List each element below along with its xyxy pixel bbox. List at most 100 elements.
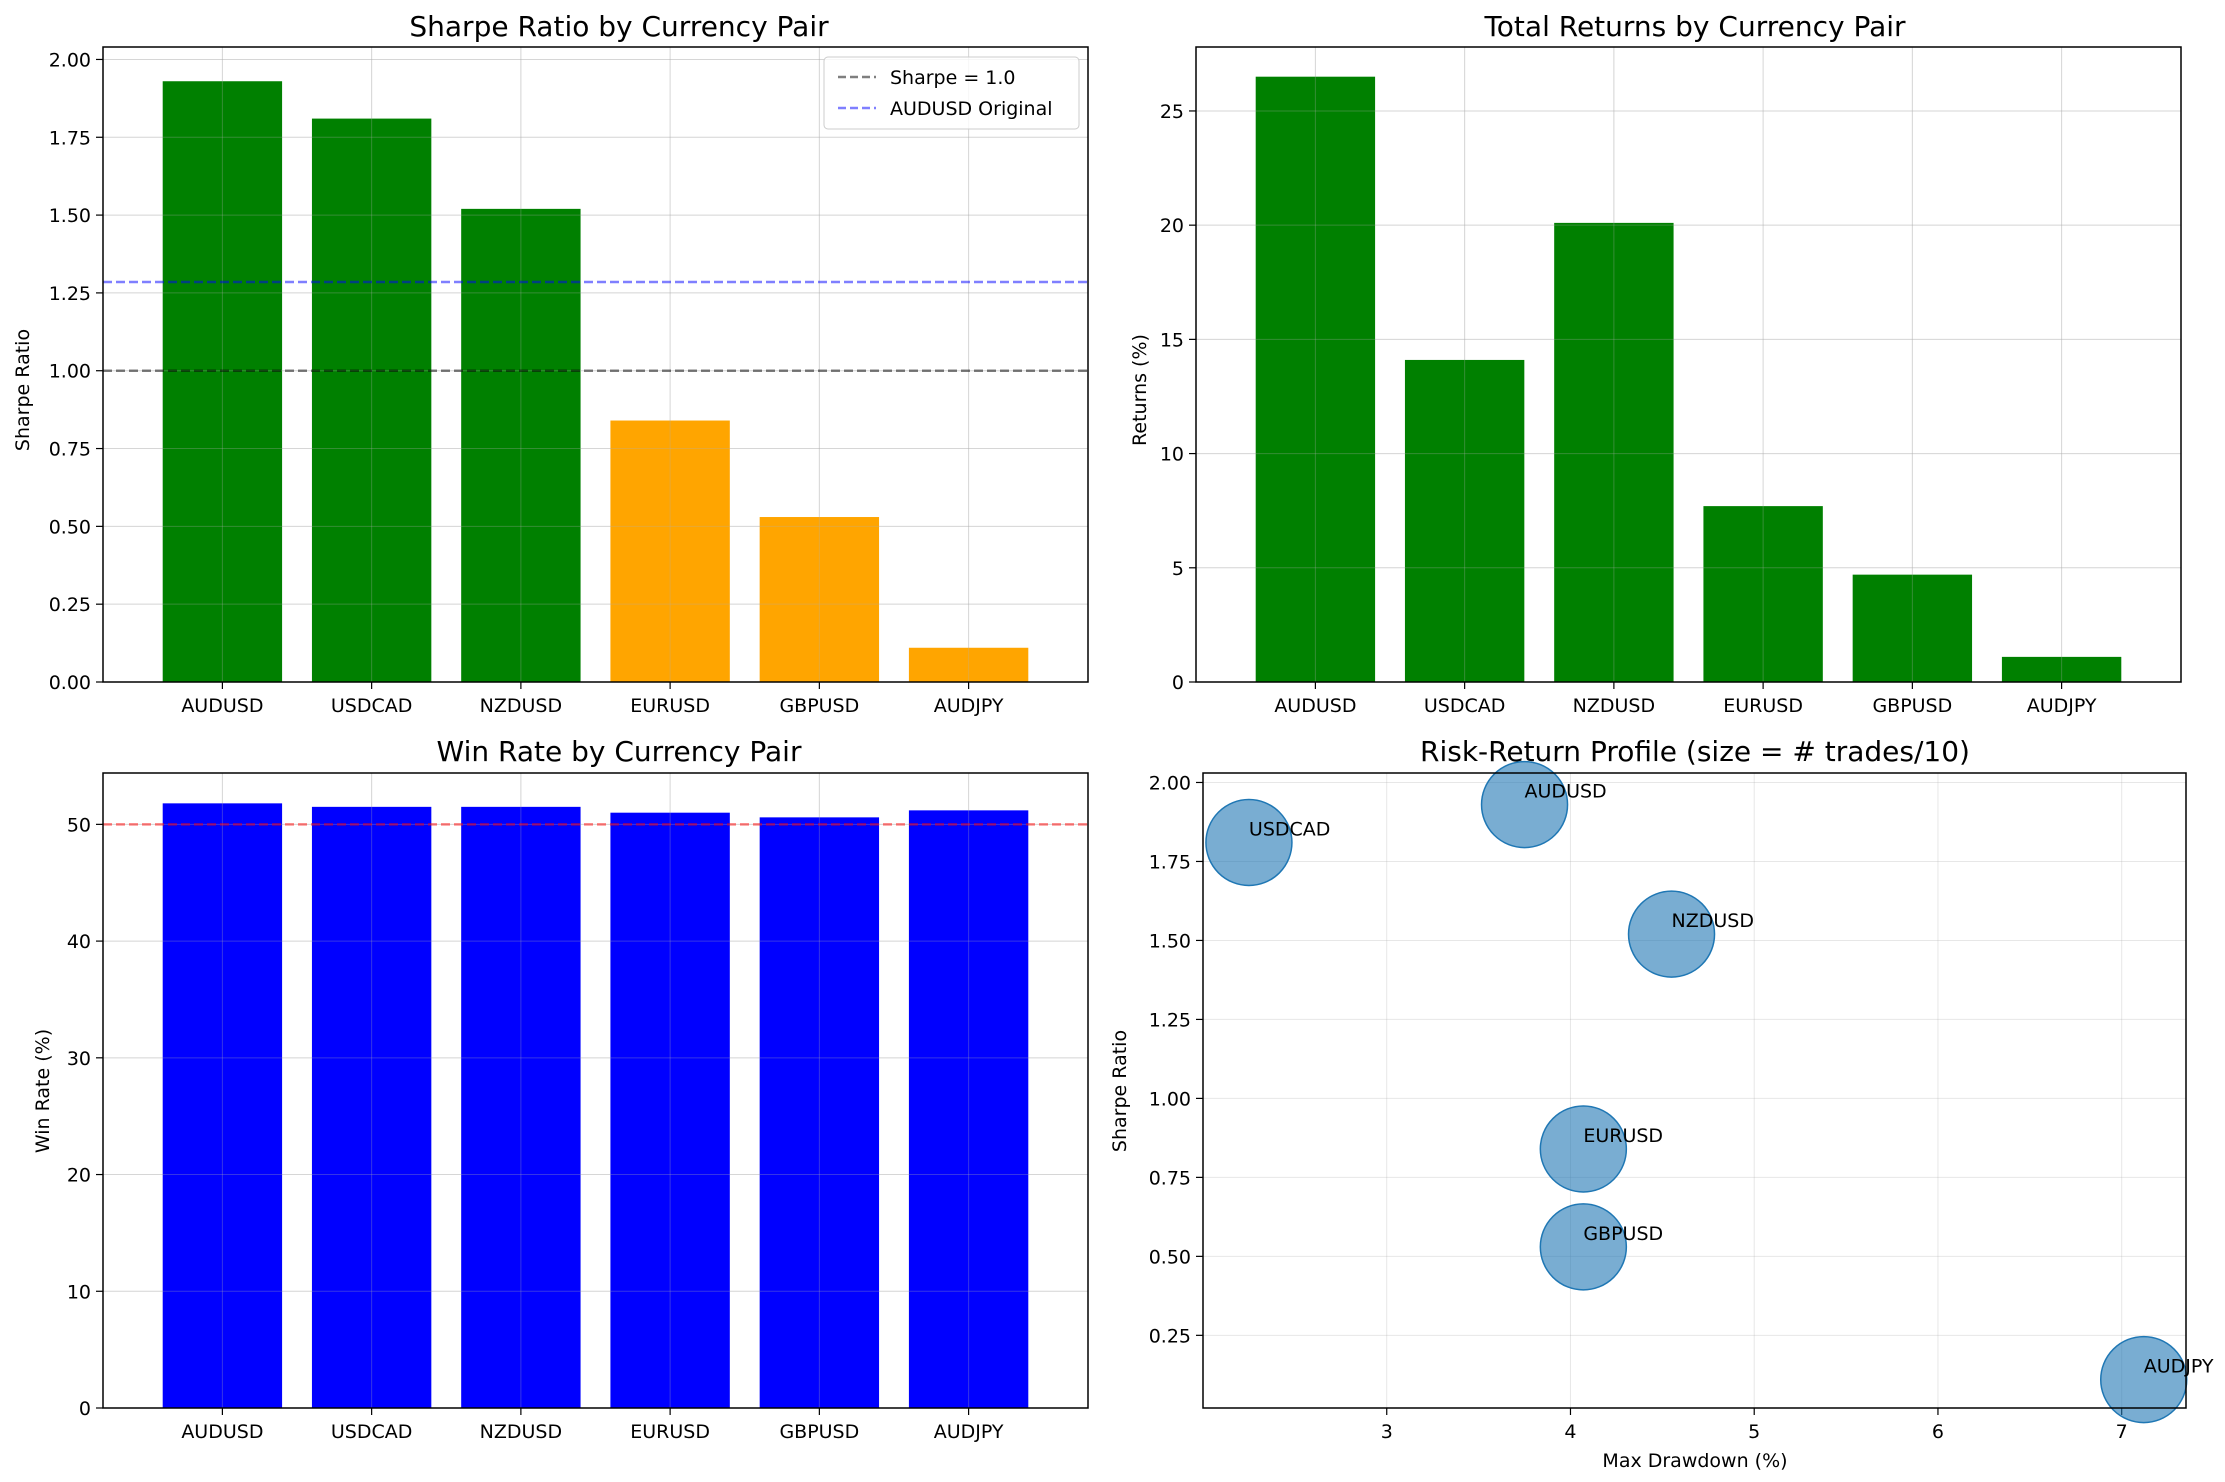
- panel-risk-return: Risk-Return Profile (size = # trades/10)…: [1109, 735, 1970, 1472]
- bar-usdcad: [311, 806, 432, 1408]
- y-tick-label: 30: [67, 1048, 91, 1070]
- bar-usdcad: [311, 118, 432, 682]
- y-axis-label: Sharpe Ratio: [1109, 1030, 1131, 1152]
- panel-title: Risk-Return Profile (size = # trades/10): [1420, 735, 1970, 768]
- axes-frame: [102, 46, 1089, 683]
- panel-title: Win Rate by Currency Pair: [437, 735, 802, 768]
- panel-title: Total Returns by Currency Pair: [1483, 10, 1906, 43]
- y-tick-label: 0.00: [49, 672, 91, 694]
- point-label: AUDUSD: [1525, 781, 1607, 803]
- bar-nzdusd: [461, 208, 581, 683]
- panel-total-returns: Total Returns by Currency Pair Returns (…: [1129, 10, 1906, 446]
- y-tick-label: 0.25: [1149, 1325, 1191, 1347]
- x-tick-label: NZDUSD: [480, 695, 562, 717]
- x-tick-label: AUDUSD: [1274, 695, 1356, 717]
- y-tick-label: 1.50: [49, 205, 91, 227]
- y-tick-label: 0.75: [1149, 1167, 1191, 1189]
- point-label: GBPUSD: [1583, 1223, 1663, 1245]
- x-tick-label: USDCAD: [331, 1421, 413, 1443]
- bar-nzdusd: [461, 806, 581, 1408]
- y-tick-label: 50: [67, 814, 91, 836]
- y-axis-label: Sharpe Ratio: [12, 329, 34, 451]
- point-audusd: [1480, 760, 1569, 849]
- x-tick-label: 4: [1564, 1421, 1576, 1443]
- y-tick-label: 25: [1160, 101, 1184, 123]
- y-tick-label: 5: [1172, 558, 1184, 580]
- x-tick-label: EURUSD: [630, 695, 710, 717]
- bar-gbpusd: [759, 817, 880, 1408]
- x-tick-label: EURUSD: [630, 1421, 710, 1443]
- y-tick-label: 0.25: [49, 594, 91, 616]
- y-tick-label: 0.75: [49, 439, 91, 461]
- x-tick-label: EURUSD: [1723, 695, 1803, 717]
- axes-frame: [1195, 46, 2182, 683]
- x-tick-label: AUDUSD: [181, 1421, 263, 1443]
- bar-audusd: [162, 803, 283, 1408]
- point-usdcad: [1205, 798, 1293, 887]
- axes-frame: [1202, 772, 2187, 1409]
- bar-audjpy: [908, 810, 1029, 1408]
- point-audjpy: [2099, 1335, 2188, 1424]
- y-tick-label: 1.25: [1149, 1009, 1191, 1031]
- panel-sharpe-ratio: Sharpe Ratio by Currency Pair Sharpe Rat…: [12, 10, 829, 451]
- bar-audjpy: [908, 647, 1029, 682]
- bar-gbpusd: [1852, 574, 1973, 682]
- x-tick-label: GBPUSD: [779, 1421, 859, 1443]
- y-tick-label: 10: [67, 1281, 91, 1303]
- point-eurusd: [1539, 1105, 1628, 1193]
- y-tick-label: 1.50: [1149, 930, 1191, 952]
- x-tick-label: AUDJPY: [934, 1421, 1004, 1443]
- legend-frame: [823, 56, 1080, 130]
- y-tick-label: 2.00: [49, 49, 91, 71]
- bar-nzdusd: [1554, 222, 1674, 683]
- plot-area: 0 5 10 15 20 25 AUDUSD USDCAD NZDUSD EURUSD GBPUSD…: [1160, 46, 2182, 717]
- legend-label-sharpe-threshold: Sharpe = 1.0: [890, 67, 1016, 89]
- x-tick-label: 3: [1381, 1421, 1393, 1443]
- y-axis-label: Win Rate (%): [32, 1029, 54, 1153]
- x-axis-label: Max Drawdown (%): [1602, 1450, 1787, 1472]
- y-tick-label: 20: [1160, 215, 1184, 237]
- x-tick-label: NZDUSD: [1573, 695, 1655, 717]
- bar-eurusd: [610, 812, 730, 1408]
- y-tick-label: 1.75: [49, 127, 91, 149]
- plot-area: 3 4 5 6 7 0.25 0.50 0.75 1.00 1.25 1.50 1.75 2.00 AUD…: [1149, 760, 2214, 1443]
- x-tick-label: USDCAD: [1424, 695, 1506, 717]
- legend-label-audusd-original: AUDUSD Original: [890, 98, 1053, 120]
- bar-gbpusd: [759, 517, 880, 682]
- point-label: EURUSD: [1583, 1125, 1663, 1147]
- axes-frame: [102, 772, 1089, 1409]
- bar-eurusd: [1703, 506, 1823, 682]
- x-tick-label: GBPUSD: [779, 695, 859, 717]
- x-tick-label: USDCAD: [331, 695, 413, 717]
- bar-eurusd: [610, 420, 730, 682]
- legend: Sharpe = 1.0 AUDUSD Original: [823, 56, 1080, 130]
- x-tick-label: 7: [2116, 1421, 2128, 1443]
- point-nzdusd: [1627, 890, 1716, 978]
- point-label: NZDUSD: [1672, 910, 1754, 932]
- panel-title: Sharpe Ratio by Currency Pair: [409, 10, 829, 43]
- y-tick-label: 0: [79, 1398, 91, 1420]
- panel-win-rate: Win Rate by Currency Pair Win Rate (%): [32, 735, 802, 1153]
- x-tick-label: AUDUSD: [181, 695, 263, 717]
- bar-audjpy: [2001, 656, 2122, 682]
- y-tick-label: 1.00: [49, 361, 91, 383]
- y-tick-label: 0.50: [1149, 1246, 1191, 1268]
- y-tick-label: 40: [67, 931, 91, 953]
- point-gbpusd: [1539, 1203, 1628, 1291]
- y-tick-label: 0: [1172, 672, 1184, 694]
- y-tick-label: 0.50: [49, 516, 91, 538]
- bar-audusd: [162, 81, 283, 683]
- y-tick-label: 1.75: [1149, 851, 1191, 873]
- y-tick-label: 1.00: [1149, 1088, 1191, 1110]
- point-label: AUDJPY: [2144, 1356, 2214, 1378]
- bar-usdcad: [1404, 359, 1525, 682]
- y-tick-label: 2.00: [1149, 772, 1191, 794]
- bar-audusd: [1255, 76, 1376, 683]
- y-tick-label: 20: [67, 1165, 91, 1187]
- x-tick-label: GBPUSD: [1872, 695, 1952, 717]
- y-axis-label: Returns (%): [1129, 334, 1151, 446]
- x-tick-label: NZDUSD: [480, 1421, 562, 1443]
- x-tick-label: AUDJPY: [934, 695, 1004, 717]
- y-tick-label: 10: [1160, 444, 1184, 466]
